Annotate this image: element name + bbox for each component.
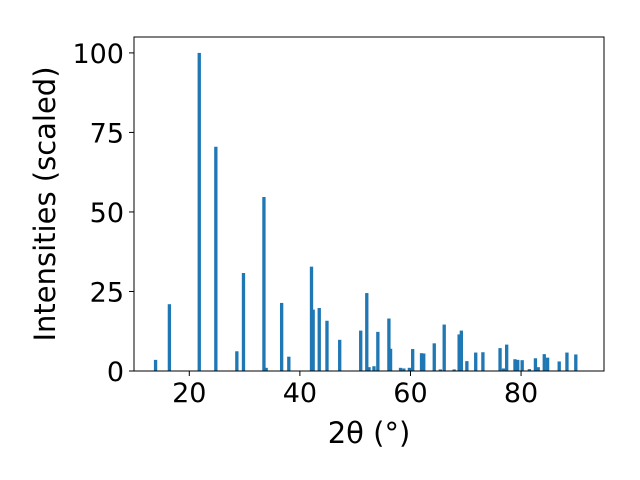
y-tick-label: 0: [107, 357, 124, 388]
plot-frame: [133, 36, 605, 372]
bar: [481, 352, 485, 371]
bar: [465, 361, 469, 371]
bar: [505, 344, 509, 371]
bar: [367, 367, 371, 371]
bar: [388, 348, 393, 371]
bar: [317, 308, 321, 371]
bar: [214, 146, 218, 371]
bar: [536, 367, 540, 371]
bar: [452, 369, 456, 371]
y-axis-ticks: 0 25 50 75 100: [72, 39, 134, 388]
bar: [359, 330, 363, 371]
bar: [153, 359, 158, 371]
bar: [565, 352, 569, 371]
bar: [574, 354, 578, 371]
bar: [545, 357, 550, 371]
bar: [498, 348, 502, 371]
bar: [287, 356, 291, 371]
bar: [557, 361, 561, 371]
bar: [527, 369, 532, 371]
bar: [398, 367, 403, 371]
bar: [422, 353, 426, 371]
bar: [376, 331, 380, 371]
bar: [474, 352, 478, 371]
bar: [167, 304, 172, 371]
bar: [325, 320, 329, 371]
bar: [311, 309, 315, 371]
x-tick-label: 40: [283, 378, 317, 409]
bar: [387, 318, 391, 371]
bar: [432, 343, 436, 371]
bar: [264, 367, 268, 371]
bar: [459, 330, 463, 371]
bar: [402, 368, 406, 371]
bar: [365, 293, 369, 371]
bar: [501, 368, 506, 371]
bar: [411, 349, 415, 371]
bar: [235, 351, 239, 371]
bar: [262, 197, 266, 371]
bar: [241, 273, 246, 371]
bar: [338, 339, 342, 371]
bar: [516, 359, 520, 371]
x-tick-label: 20: [172, 378, 206, 409]
x-axis-label: 2θ (°): [328, 416, 411, 450]
bar: [442, 324, 446, 371]
x-tick-label: 80: [504, 378, 538, 409]
bar: [520, 360, 524, 371]
y-tick-label: 100: [72, 39, 124, 70]
x-tick-label: 60: [393, 378, 427, 409]
bar: [197, 52, 201, 372]
bar: [513, 359, 517, 371]
y-tick-label: 25: [90, 277, 124, 308]
y-axis-label: Intensities (scaled): [28, 66, 62, 341]
x-axis-ticks: 20 40 60 80: [172, 371, 538, 409]
bar: [457, 334, 461, 371]
bar: [419, 353, 424, 371]
bar: [542, 354, 546, 371]
bar: [372, 366, 376, 371]
bar: [407, 367, 412, 371]
y-tick-label: 75: [90, 118, 124, 149]
y-tick-label: 50: [90, 198, 124, 229]
bar-series: [153, 52, 578, 372]
bar: [533, 358, 538, 371]
bar: [438, 369, 442, 371]
bar: [279, 302, 284, 371]
